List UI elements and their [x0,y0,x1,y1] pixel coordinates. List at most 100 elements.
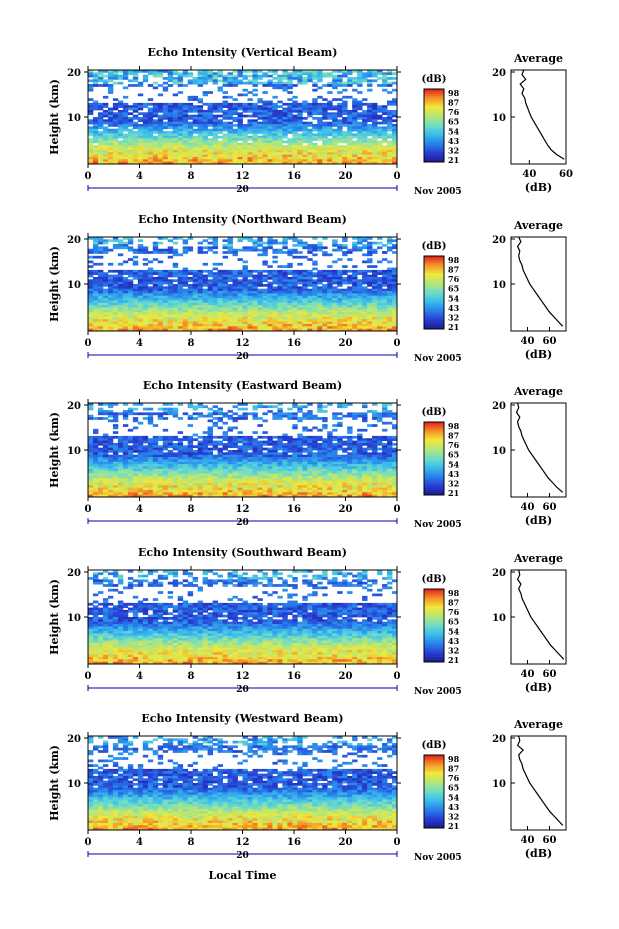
heatmap-cell [342,112,348,116]
heatmap-cell [207,114,213,118]
heatmap-cell [372,152,378,155]
heatmap-cell [347,319,353,322]
heatmap-cell [332,464,338,467]
heatmap-cell [382,81,388,85]
heatmap-cell [387,241,393,245]
heatmap-cell [207,307,213,311]
heatmap-cell [92,428,99,432]
heatmap-cell [202,316,209,320]
heatmap-cell [227,414,233,418]
heatmap-cell [157,152,164,155]
heatmap-cell [277,403,283,406]
heatmap-cell [127,323,134,327]
heatmap-cell [312,440,318,444]
heatmap-cell [152,269,159,273]
heatmap-cell [127,131,134,134]
heatmap-cell [162,321,169,325]
heatmap-cell [112,147,119,151]
heatmap-cell [322,293,328,297]
heatmap-cell [252,142,258,146]
heatmap-cell [247,138,253,141]
heatmap-cell [97,435,104,439]
heatmap-cell [127,412,134,416]
heatmap-cell [122,412,129,416]
heatmap-cell [287,442,293,446]
heatmap-cell [122,156,129,160]
heatmap-cell [192,105,199,108]
heatmap-cell [132,450,139,453]
heatmap-cell [382,281,388,285]
heatmap-cell [222,126,228,130]
heatmap-cell [302,284,308,287]
heatmap-cell [137,133,144,137]
heatmap-cell [202,138,209,141]
heatmap-cell [342,133,348,137]
heatmap-cell [242,450,248,453]
heatmap-cell [292,414,298,418]
heatmap-cell [222,321,228,325]
heatmap-cell [252,152,258,155]
heatmap-cell [362,450,368,453]
heatmap-cell [292,156,298,160]
heatmap-cell [362,156,368,160]
heatmap-cell [362,457,368,460]
heatmap-cell [252,131,258,134]
heatmap-cell [127,117,134,120]
heatmap-cell [297,114,303,118]
heatmap-cell [88,128,94,132]
heatmap-cell [127,407,134,411]
heatmap-cell [167,272,174,275]
heatmap-cell [307,450,313,453]
heatmap-cell [242,326,248,330]
heatmap-cell [287,138,293,141]
heatmap-cell [92,312,99,315]
heatmap-cell [102,119,109,123]
heatmap-cell [317,121,323,125]
heatmap-cell [142,262,149,266]
heatmap-cell [392,312,398,315]
heatmap-cell [387,70,393,73]
heatmap-cell [177,445,184,449]
heatmap-cell [322,410,328,413]
heatmap-cell [162,309,169,313]
heatmap-cell [237,312,243,315]
heatmap-cell [282,112,288,116]
heatmap-cell [267,438,273,441]
heatmap-cell [387,295,393,299]
heatmap-cell [377,156,383,160]
heatmap-cell [192,128,199,132]
heatmap-cell [107,291,114,294]
heatmap-cell [362,74,368,78]
heatmap-cell [202,114,209,118]
heatmap-cell [162,417,169,420]
heatmap-cell [147,421,154,425]
heatmap-cell [322,276,328,280]
heatmap-cell [267,272,273,275]
heatmap-cell [377,438,383,441]
heatmap-cell [207,302,213,306]
heatmap-cell [177,138,184,141]
heatmap-cell [147,267,154,271]
heatmap-cell [172,152,179,155]
heatmap-cell [167,133,174,137]
heatmap-cell [307,105,313,108]
heatmap-cell [302,314,308,318]
heatmap-cell [97,121,104,125]
heatmap-cell [357,117,363,120]
heatmap-cell [122,86,129,90]
heatmap-cell [312,81,318,85]
heatmap-cell [152,102,159,106]
heatmap-cell [157,305,164,308]
heatmap-cell [317,410,323,413]
heatmap-cell [142,272,149,275]
heatmap-cell [117,81,124,85]
heatmap-cell [92,248,99,252]
heatmap-cell [232,147,238,151]
heatmap-cell [377,241,383,245]
heatmap-cell [222,121,228,125]
heatmap-cell [392,286,398,290]
heatmap-cell [392,112,398,116]
colorbar-step [424,270,444,274]
heatmap-cell [277,435,283,439]
heatmap-cell [162,464,169,467]
